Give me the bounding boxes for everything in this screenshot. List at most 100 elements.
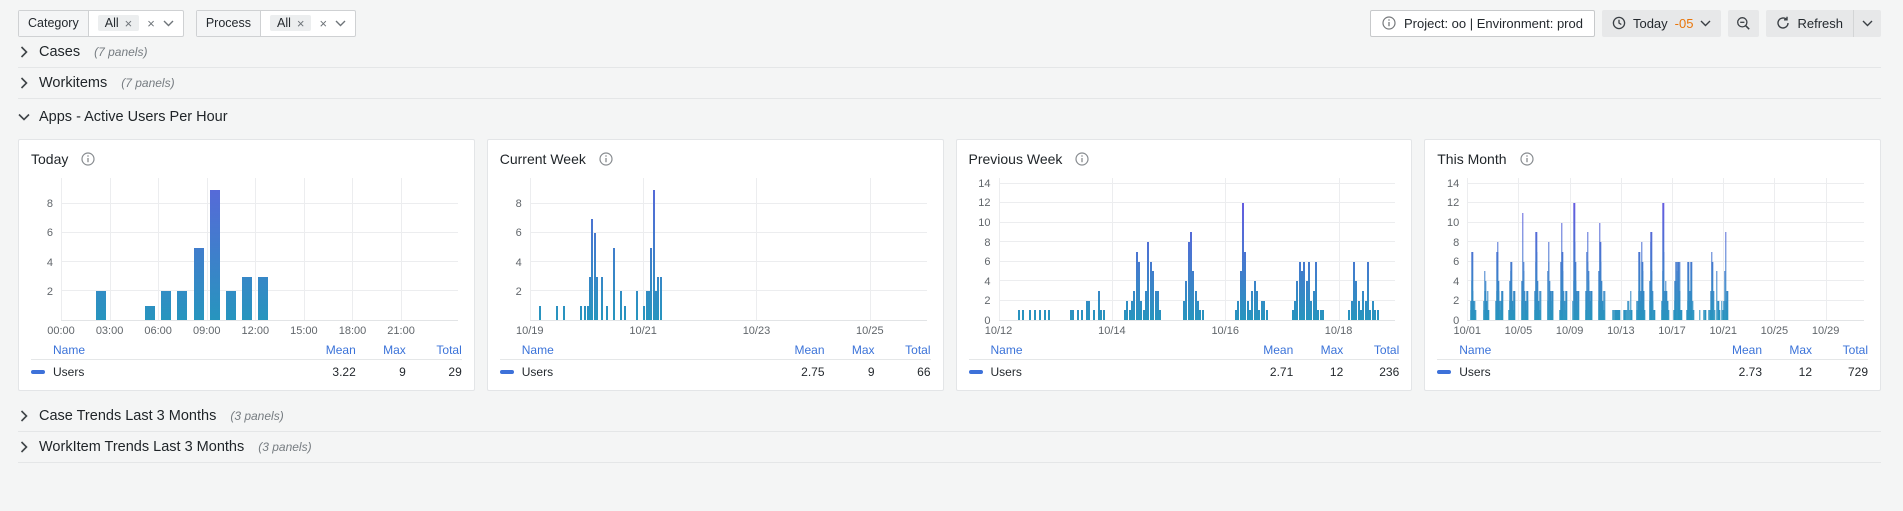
info-circle-icon[interactable] [1519,152,1534,166]
filter-process-value[interactable]: All × × [261,11,355,36]
legend-header: Name Mean Max Total [968,341,1400,360]
bar-users [1298,261,1301,320]
x-axis-tick-label: 06:00 [144,325,172,337]
y-axis-tick-label: 2 [46,285,53,298]
bar-users [1140,300,1143,320]
plot-area[interactable] [61,178,458,321]
series-name-label[interactable]: Users [53,365,85,379]
remove-value-icon[interactable]: × [296,15,305,31]
x-axis: 10/19 10/21 10/23 10/25 [516,323,927,340]
bar-users [1154,290,1157,320]
bar-users [1100,310,1103,320]
bar-users [1618,310,1621,320]
series-name-label[interactable]: Users [990,365,1022,379]
row-panel-count: (7 panels) [94,45,148,59]
refresh-icon [1776,16,1790,30]
legend-header-total[interactable]: Total [1373,343,1400,357]
legend-header-mean[interactable]: Mean [325,343,356,357]
row-cases[interactable]: Cases (7 panels) [18,37,1881,68]
legend-header-name[interactable]: Name [990,343,1023,357]
bar-users [1093,310,1096,320]
bar-users [1639,261,1641,320]
bar-users [145,305,156,320]
bar-users [579,305,582,320]
chevron-right-icon [18,46,30,58]
series-mean-value: 2.71 [1269,365,1294,379]
plot-area[interactable] [998,178,1396,321]
bar-users [1145,290,1148,320]
y-axis-tick-label: 14 [978,177,991,190]
filter-process-chip[interactable]: All × [269,15,312,31]
bar-users [1611,310,1614,320]
row-workitems[interactable]: Workitems (7 panels) [18,68,1881,99]
plot-area[interactable] [1467,178,1864,321]
clear-filter-icon[interactable]: × [319,15,328,31]
plot-area[interactable] [529,178,927,321]
bar-users [1017,310,1020,320]
bar-users [1133,290,1136,320]
legend-header-name[interactable]: Name [53,343,86,357]
panel-header[interactable]: Today [31,148,462,170]
project-environment-badge[interactable]: Project: oo | Environment: prod [1370,9,1595,37]
legend-header-name[interactable]: Name [521,343,554,357]
series-max-value: 12 [1329,365,1344,379]
series-name-label[interactable]: Users [1459,365,1491,379]
x-axis-tick-label: 10/18 [1324,325,1353,337]
bar-users [1629,290,1632,320]
bar-users [1360,310,1362,320]
bar-users [650,247,653,320]
chevron-down-icon[interactable] [335,20,346,27]
legend-header-max[interactable]: Max [383,343,406,357]
legend-header-max[interactable]: Max [1320,343,1344,357]
bar-users [624,305,627,320]
chevron-down-icon[interactable] [163,20,174,27]
legend-header-total[interactable]: Total [905,343,931,357]
refresh-interval-dropdown[interactable] [1853,9,1881,37]
bar-users [1367,261,1370,320]
bar-users [1029,310,1032,320]
legend-header-mean[interactable]: Mean [1731,343,1762,357]
bar-users [1487,310,1490,320]
gridline-vertical [643,178,645,320]
legend-header-name[interactable]: Name [1459,343,1492,357]
legend-header-total[interactable]: Total [1842,343,1868,357]
legend-header-max[interactable]: Max [851,343,875,357]
legend-header-mean[interactable]: Mean [1263,343,1294,357]
gridline-vertical [1774,178,1776,320]
bar-users [1253,281,1256,320]
bar-users [1197,300,1200,320]
chart-this-month: 0 2 4 6 8 10 12 14 [1437,178,1868,327]
legend-header-total[interactable]: Total [436,343,462,357]
row-workitem-trends[interactable]: WorkItem Trends Last 3 Months (3 panels) [18,432,1881,463]
bar-users [1708,310,1710,320]
refresh-button[interactable]: Refresh [1766,9,1853,37]
panel-header[interactable]: Previous Week [969,148,1400,170]
gridline-vertical [1338,178,1340,320]
remove-value-icon[interactable]: × [124,15,133,31]
info-circle-icon[interactable] [1075,152,1090,166]
panel-header[interactable]: Current Week [500,148,931,170]
filter-category-value[interactable]: All × × [89,11,183,36]
chevron-right-icon [18,77,30,89]
clear-filter-icon[interactable]: × [147,15,155,31]
row-case-trends[interactable]: Case Trends Last 3 Months (3 panels) [18,401,1881,432]
row-panel-count: (3 panels) [258,440,312,454]
bar-users [1315,261,1318,320]
bar-users [1234,310,1237,320]
legend-header-max[interactable]: Max [1789,343,1812,357]
legend-header-mean[interactable]: Mean [794,343,825,357]
y-axis-tick-label: 6 [1453,256,1460,269]
bar-users [1665,290,1668,320]
info-circle-icon[interactable] [599,152,613,166]
y-axis: 2 4 6 8 [31,178,57,321]
bar-users [1239,271,1242,320]
panel-header[interactable]: This Month [1437,148,1868,170]
zoom-out-time-button[interactable] [1728,9,1760,37]
dashboard: Category All × × Process All [18,9,1881,463]
bar-users [1712,290,1714,320]
series-name-label[interactable]: Users [521,365,554,379]
row-apps-active-users[interactable]: Apps - Active Users Per Hour [18,99,1881,135]
filter-category-chip[interactable]: All × [97,15,140,31]
info-circle-icon[interactable] [81,152,95,166]
time-range-picker[interactable]: Today -05 [1601,9,1722,37]
